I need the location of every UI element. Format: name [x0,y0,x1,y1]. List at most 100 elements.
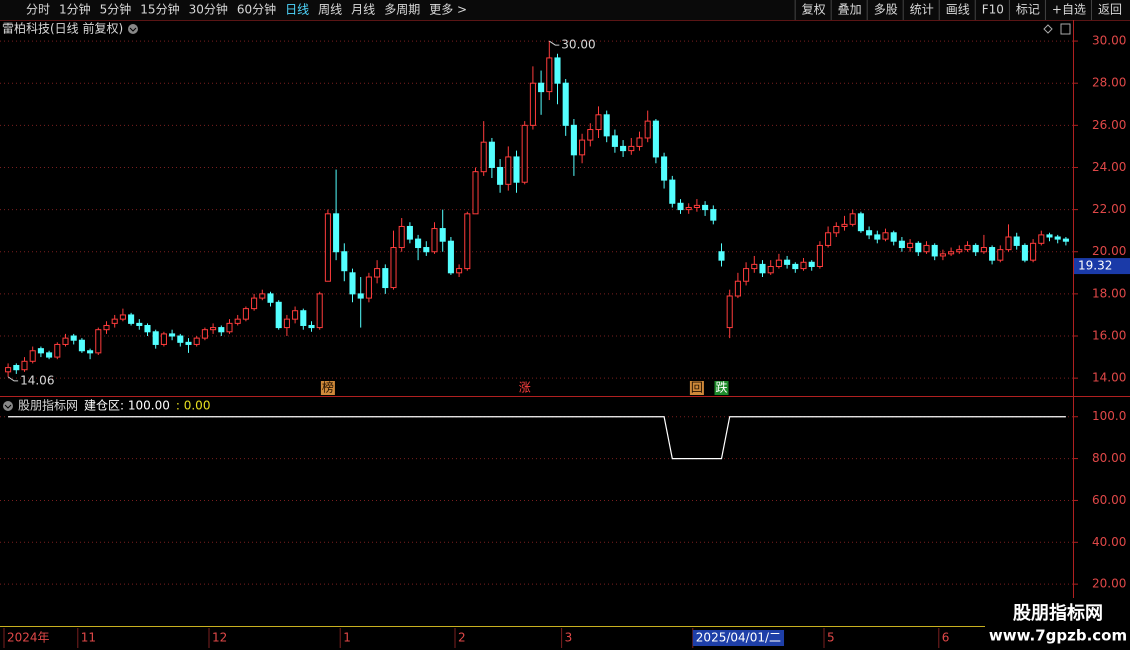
signal-bg [689,381,704,395]
candle-body [70,335,77,341]
candle-body [677,202,684,211]
candle-body [784,259,791,265]
candle-body [529,82,536,126]
min-label: 14.06 [20,373,54,387]
candle-body [997,249,1004,261]
period-button[interactable]: 分时 [26,3,50,17]
candle-body [29,350,36,362]
tool-button[interactable]: 统计 [910,3,934,17]
candle-body [644,120,651,139]
y-tick-label: 60.00 [1092,493,1126,507]
y-tick-label: 28.00 [1092,76,1126,90]
candle-body [710,209,717,221]
candle-body [570,124,577,156]
candle-body [21,360,28,371]
candle-body [160,333,167,345]
cursor-price-label: 19.32 [1078,259,1112,273]
candle-body [743,268,750,282]
period-button[interactable]: 更多 > [429,3,467,17]
tool-button[interactable]: 叠加 [838,3,862,17]
candle-body [816,244,823,267]
candle-body [333,213,340,253]
period-button[interactable]: 月线 [351,3,375,17]
period-button[interactable]: 1分钟 [59,2,91,17]
candle-body [874,234,881,240]
x-tick-label: 1 [343,631,351,645]
candle-body [103,324,110,331]
candle-body [226,322,233,333]
candle-body [488,141,495,168]
candle-body [251,297,258,310]
candle-body [808,261,815,267]
tool-button[interactable]: 多股 [874,3,898,17]
y-tick-label: 30.00 [1092,34,1126,48]
indicator-title: 股朋指标网 [18,398,78,413]
max-pointer [549,40,560,46]
candle-body [398,225,405,249]
candle-body [439,228,446,242]
toolbar-bg [0,0,1130,20]
period-button[interactable]: 周线 [318,3,342,17]
candle-body [193,337,200,345]
tool-button[interactable]: 标记 [1016,3,1040,17]
signal-bg [320,381,335,395]
y-tick-label: 20.00 [1092,577,1126,591]
x-tick-label: 11 [81,631,96,645]
period-button[interactable]: 5分钟 [100,2,132,17]
period-button[interactable]: 日线 [285,3,309,17]
candle-body [341,251,348,272]
candle-body [374,268,381,278]
candle-body [579,139,586,156]
candle-body [620,145,627,152]
candle-body [734,280,741,297]
max-label: 30.00 [561,38,595,52]
x-tick-label: 2 [458,631,466,645]
tool-button[interactable]: +自选 [1052,3,1086,17]
candle-body [119,314,126,320]
candle-body [431,228,438,253]
candle-body [267,293,274,303]
candle-body [890,232,897,242]
candle-body [136,322,143,326]
candle-body [1062,238,1069,242]
signal-label: 榜 [322,380,334,395]
candle-body [964,244,971,251]
candle-body [456,268,463,274]
period-button[interactable]: 多周期 [384,3,420,17]
candle-body [825,232,832,246]
candle-body [866,230,873,236]
x-tick-label: 3 [565,631,573,645]
period-button[interactable]: 30分钟 [189,2,228,17]
candle-body [447,240,454,274]
x-tick-label: 2024年 [7,631,50,645]
candle-body [169,333,176,337]
candle-body [1046,234,1053,238]
tool-button[interactable]: F10 [982,3,1004,17]
indicator-extra: : 0.00 [176,399,211,413]
candle-body [669,179,676,204]
indicator-dropdown[interactable] [3,401,13,411]
candle-body [857,213,864,232]
candle-body [292,310,299,320]
period-button[interactable]: 60分钟 [237,2,276,17]
candle-body [95,329,102,354]
diamond-icon[interactable] [1043,24,1053,34]
tool-button[interactable]: 返回 [1098,3,1122,17]
candle-body [415,238,422,249]
candle-body [907,242,914,249]
candle-body [792,263,799,270]
tool-button[interactable]: 画线 [946,3,970,17]
period-button[interactable]: 15分钟 [140,2,179,17]
signal-label: 跌 [715,380,727,395]
candle-body [939,253,946,257]
candle-body [833,225,840,234]
candle-body [898,240,905,249]
y-tick-label: 20.00 [1092,244,1126,258]
candle-body [365,276,372,299]
tool-button[interactable]: 复权 [802,3,826,17]
watermark-title: 股朋指标网 [1012,602,1103,624]
candle-body [1005,236,1012,251]
window-icon[interactable] [1060,23,1071,35]
dropdown-icon[interactable] [128,24,138,34]
